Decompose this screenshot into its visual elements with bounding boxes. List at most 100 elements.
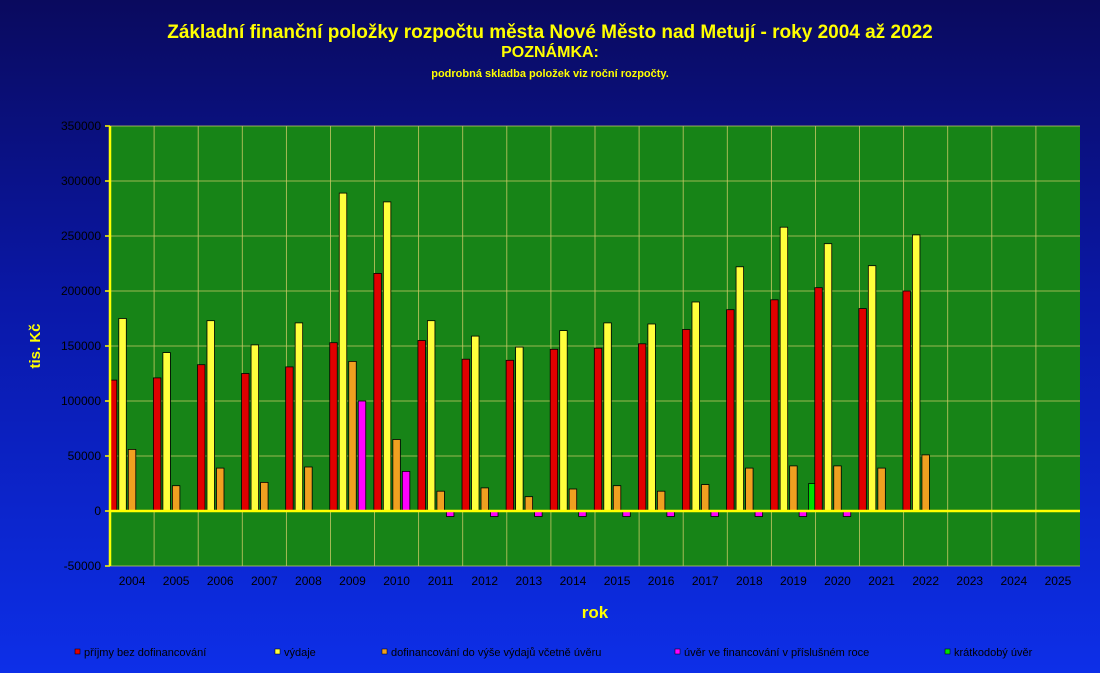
bar-příjmy bez dofinancování-2012 — [461, 358, 470, 512]
legend-swatch — [944, 648, 951, 655]
x-tick-label: 2015 — [604, 574, 631, 588]
bar-výdaje-2013 — [515, 346, 524, 512]
bar-dofinancování do výše výdajů včetně úvěru-2010 — [392, 439, 401, 512]
x-tick-label: 2020 — [824, 574, 851, 588]
x-tick-label: 2019 — [780, 574, 807, 588]
x-tick-label: 2025 — [1045, 574, 1072, 588]
bar-úvěr ve financování v příslušném roce-2010 — [401, 470, 411, 512]
bar-výdaje-2022 — [912, 234, 921, 512]
x-tick-label: 2007 — [251, 574, 278, 588]
bar-dofinancování do výše výdajů včetně úvěru-2011 — [436, 490, 445, 512]
legend-swatch — [674, 648, 681, 655]
bar-výdaje-2017 — [691, 301, 700, 512]
bar-dofinancování do výše výdajů včetně úvěru-2009 — [348, 360, 357, 512]
bar-dofinancování do výše výdajů včetně úvěru-2014 — [568, 488, 578, 512]
legend-swatch — [74, 648, 81, 655]
bar-dofinancování do výše výdajů včetně úvěru-2004 — [127, 448, 137, 512]
bar-výdaje-2018 — [735, 266, 744, 512]
x-tick-labels: 2004 2005 2006 2007 2008 2009 2010 2011 2012 2013… — [119, 574, 1072, 588]
bar-příjmy bez dofinancování-2019 — [770, 299, 779, 512]
bar-výdaje-2015 — [603, 322, 612, 512]
x-tick-label: 2018 — [736, 574, 763, 588]
chart-subtitle: POZNÁMKA: — [501, 44, 599, 61]
bar-příjmy bez dofinancování-2018 — [726, 309, 735, 512]
bar-výdaje-2011 — [427, 320, 436, 512]
bar-dofinancování do výše výdajů včetně úvěru-2015 — [612, 485, 622, 512]
bar-výdaje-2019 — [779, 226, 789, 512]
bar-příjmy bez dofinancování-2006 — [197, 364, 206, 512]
y-axis-label: tis. Kč — [27, 323, 44, 368]
bar-příjmy bez dofinancování-2022 — [902, 290, 911, 512]
bar-výdaje-2010 — [382, 201, 392, 512]
y-tick-label: 0 — [94, 504, 101, 518]
bar-příjmy bez dofinancování-2008 — [285, 366, 294, 512]
bar-příjmy bez dofinancování-2015 — [593, 347, 603, 512]
bar-příjmy bez dofinancování-2014 — [549, 348, 559, 512]
x-tick-label: 2023 — [956, 574, 983, 588]
bar-příjmy bez dofinancování-2009 — [329, 342, 338, 512]
bar-příjmy bez dofinancování-2013 — [505, 359, 515, 512]
legend-label: dofinancování do výše výdajů včetně úvěr… — [391, 647, 601, 659]
y-tick-labels: -50000 0 50000 100000 150000 200000 250000 3000… — [61, 119, 101, 573]
bar-příjmy bez dofinancování-2011 — [417, 340, 426, 512]
bar-výdaje-2005 — [162, 352, 171, 512]
y-tick-label: 100000 — [61, 394, 101, 408]
bar-dofinancování do výše výdajů včetně úvěru-2022 — [921, 454, 930, 512]
bar-dofinancování do výše výdajů včetně úvěru-2013 — [524, 496, 534, 512]
x-tick-label: 2011 — [428, 574, 454, 588]
bar-příjmy bez dofinancování-2020 — [814, 287, 823, 512]
axes — [105, 125, 1080, 567]
bar-výdaje-2004 — [118, 318, 127, 512]
bar-úvěr ve financování v příslušném roce-2009 — [357, 400, 367, 512]
bar-příjmy bez dofinancování-2016 — [637, 343, 647, 512]
bar-dofinancování do výše výdajů včetně úvěru-2008 — [304, 466, 313, 512]
bar-výdaje-2014 — [559, 330, 568, 512]
bar-výdaje-2006 — [206, 320, 215, 512]
bar-příjmy bez dofinancování-2007 — [241, 373, 250, 512]
bar-výdaje-2012 — [471, 335, 480, 512]
x-tick-label: 2008 — [295, 574, 322, 588]
bar-dofinancování do výše výdajů včetně úvěru-2007 — [260, 481, 269, 512]
legend-swatch — [274, 648, 281, 655]
x-tick-label: 2010 — [383, 574, 410, 588]
x-tick-label: 2005 — [163, 574, 190, 588]
y-tick-label: 200000 — [61, 284, 101, 298]
x-tick-label: 2016 — [648, 574, 675, 588]
x-tick-label: 2013 — [516, 574, 543, 588]
bar-výdaje-2016 — [647, 323, 656, 512]
x-tick-label: 2021 — [868, 574, 895, 588]
y-tick-label: -50000 — [64, 559, 102, 573]
bar-příjmy bez dofinancování-2021 — [858, 308, 867, 512]
legend-swatch — [381, 648, 388, 655]
bar-výdaje-2007 — [250, 344, 259, 512]
bar-výdaje-2021 — [867, 265, 877, 512]
legend: příjmy bez dofinancování výdaje dofinancov… — [74, 647, 1033, 659]
x-tick-label: 2009 — [339, 574, 366, 588]
y-tick-label: 250000 — [61, 229, 101, 243]
x-tick-label: 2022 — [912, 574, 939, 588]
bar-dofinancování do výše výdajů včetně úvěru-2012 — [480, 487, 489, 512]
x-tick-label: 2004 — [119, 574, 146, 588]
x-tick-label: 2017 — [692, 574, 719, 588]
bar-příjmy bez dofinancování-2005 — [152, 377, 162, 512]
x-tick-label: 2024 — [1001, 574, 1028, 588]
x-tick-label: 2006 — [207, 574, 234, 588]
bar-dofinancování do výše výdajů včetně úvěru-2017 — [701, 484, 710, 512]
y-tick-label: 150000 — [61, 339, 101, 353]
bar-dofinancování do výše výdajů včetně úvěru-2016 — [656, 490, 666, 512]
bar-výdaje-2008 — [294, 322, 304, 512]
chart-title: Základní finanční položky rozpočtu města… — [167, 22, 933, 43]
bar-výdaje-2020 — [823, 243, 833, 512]
bar-dofinancování do výše výdajů včetně úvěru-2021 — [877, 467, 886, 512]
legend-label: úvěr ve financování v příslušném roce — [684, 647, 869, 659]
bar-dofinancování do výše výdajů včetně úvěru-2019 — [789, 465, 798, 512]
bar-dofinancování do výše výdajů včetně úvěru-2005 — [171, 485, 181, 512]
y-tick-label: 300000 — [61, 174, 101, 188]
x-axis-label: rok — [582, 603, 609, 622]
legend-label: krátkodobý úvěr — [954, 647, 1033, 659]
bar-dofinancování do výše výdajů včetně úvěru-2018 — [745, 467, 754, 512]
bar-dofinancování do výše výdajů včetně úvěru-2006 — [216, 467, 225, 512]
legend-label: výdaje — [284, 647, 316, 659]
bar-výdaje-2009 — [338, 192, 348, 512]
